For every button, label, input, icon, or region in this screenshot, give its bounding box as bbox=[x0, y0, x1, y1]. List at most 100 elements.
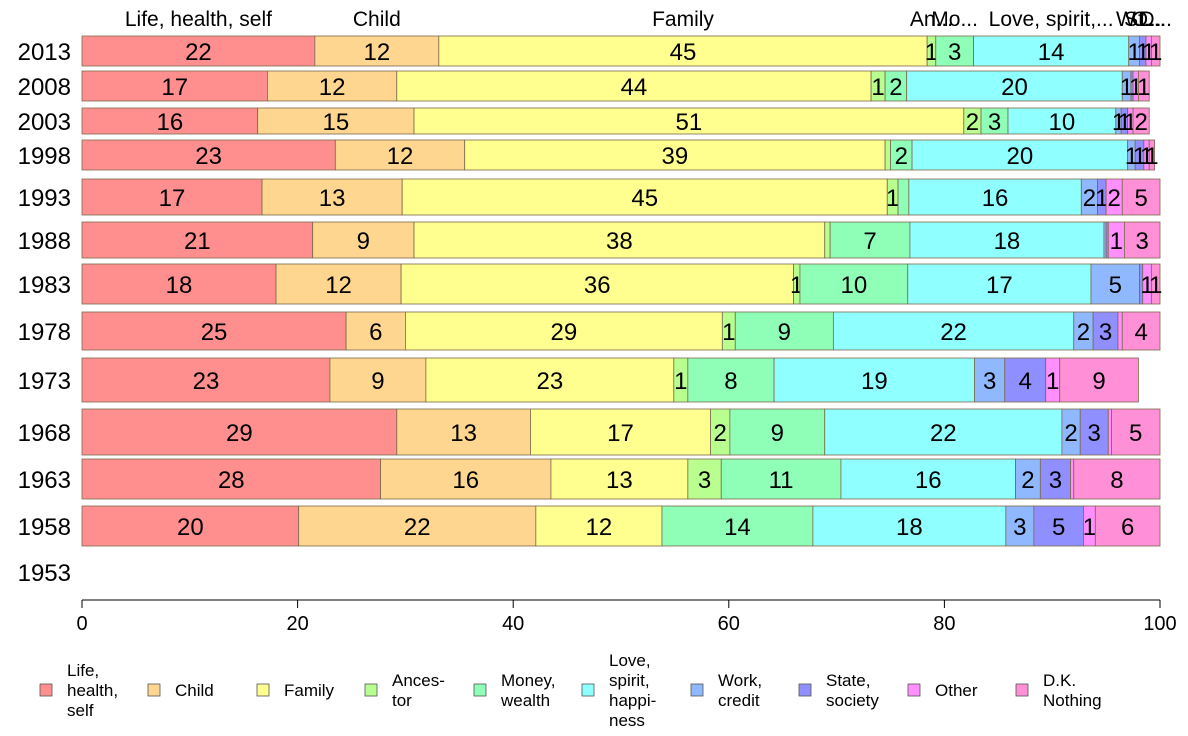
data-label-1968-6: 2 bbox=[1064, 420, 1077, 447]
data-label-1963-4: 11 bbox=[769, 467, 794, 494]
bar-segment-1983-6 bbox=[1090, 263, 1140, 305]
data-label-2013-3: 1 bbox=[925, 39, 938, 66]
data-label-1973-1: 9 bbox=[371, 368, 384, 395]
bar-segment-2003-1 bbox=[257, 107, 415, 135]
legend: Life, health, self Child Family Ances-tor Mone… bbox=[39, 651, 1102, 730]
data-label-1963-3: 3 bbox=[698, 467, 711, 494]
data-label-1963-0: 28 bbox=[218, 467, 245, 494]
data-label-1983-8: 1 bbox=[1140, 272, 1153, 299]
bar-segment-1978-7 bbox=[1092, 311, 1119, 351]
bar-segment-1978-1 bbox=[345, 311, 406, 351]
year-label-1983: 1983 bbox=[18, 272, 71, 299]
data-label-1998-1: 12 bbox=[387, 143, 414, 170]
bar-segment-1958-0 bbox=[81, 505, 300, 547]
bar-segment-1963-3 bbox=[687, 458, 722, 500]
bar-segment-1993-4 bbox=[897, 178, 910, 216]
year-labels: 2013 2008 2003 1998 1993 1988 1983 1978 1973 1968… bbox=[18, 39, 71, 587]
bar-segment-1973-2 bbox=[425, 357, 675, 403]
year-label-1993: 1993 bbox=[18, 185, 71, 212]
data-label-1998-6: 1 bbox=[1125, 143, 1138, 170]
legend-swatch-3 bbox=[364, 683, 378, 697]
legend-swatch-2 bbox=[256, 683, 270, 697]
data-label-1973-6: 3 bbox=[983, 368, 996, 395]
legend-label-9: D.K. Nothing bbox=[1043, 671, 1102, 710]
data-label-2003-2: 51 bbox=[676, 109, 703, 136]
legend-label-1: Child bbox=[175, 681, 214, 700]
legend-label-5: Love, spirit, happi-ness bbox=[609, 651, 656, 730]
x-tick-label-80: 80 bbox=[933, 613, 955, 635]
data-label-1968-1: 13 bbox=[450, 420, 477, 447]
bar-segment-1963-9 bbox=[1073, 458, 1161, 500]
legend-swatch-7 bbox=[798, 683, 812, 697]
data-label-1973-9: 9 bbox=[1092, 368, 1105, 395]
bar-segment-2013-9 bbox=[1150, 35, 1161, 67]
year-label-1973: 1973 bbox=[18, 368, 71, 395]
data-label-1963-9: 8 bbox=[1110, 467, 1123, 494]
top-category-labels: Life, health, self Child Family An...Mo... L… bbox=[125, 8, 1172, 31]
bar-segment-1988-5 bbox=[909, 221, 1105, 259]
data-label-2013-0: 22 bbox=[185, 39, 212, 66]
top-label-1: Child bbox=[353, 8, 401, 31]
data-label-1983-9: 1 bbox=[1149, 272, 1162, 299]
data-label-1963-5: 16 bbox=[915, 467, 942, 494]
top-label-0: Life, health, self bbox=[125, 8, 272, 31]
data-label-1988-1: 9 bbox=[357, 228, 370, 255]
data-label-1998-5: 20 bbox=[1007, 143, 1034, 170]
bar-segment-1968-9 bbox=[1111, 408, 1161, 456]
bar-segment-1963-0 bbox=[81, 458, 382, 500]
data-label-1998-4: 2 bbox=[895, 143, 908, 170]
bar-segment-1988-4 bbox=[829, 221, 911, 259]
data-label-1958-8: 1 bbox=[1083, 514, 1096, 541]
bar-segment-1958-1 bbox=[298, 505, 537, 547]
bar-segment-2003-0 bbox=[81, 107, 259, 135]
data-label-2008-1: 12 bbox=[319, 74, 346, 101]
bar-segment-1973-1 bbox=[329, 357, 427, 403]
legend-label-7: State, society bbox=[826, 671, 879, 710]
legend-swatch-1 bbox=[147, 683, 161, 697]
bar-segment-2008-5 bbox=[906, 70, 1123, 102]
bar-segment-1983-9 bbox=[1150, 263, 1161, 305]
data-label-2003-3: 2 bbox=[966, 109, 979, 136]
bar-segment-1988-3 bbox=[824, 221, 831, 259]
bar-segment-2003-9 bbox=[1132, 107, 1150, 135]
legend-label-4: Money, wealth bbox=[500, 671, 556, 710]
bar-segment-1968-8 bbox=[1107, 408, 1112, 456]
legend-swatch-0 bbox=[39, 683, 53, 697]
bar-segment-1963-5 bbox=[840, 458, 1016, 500]
bar-segment-1968-0 bbox=[81, 408, 398, 456]
data-label-1973-5: 19 bbox=[861, 368, 888, 395]
data-label-2013-6: 1 bbox=[1127, 39, 1140, 66]
data-label-2008-6: 1 bbox=[1120, 74, 1133, 101]
bar-segment-1998-9 bbox=[1148, 139, 1156, 171]
top-label-8: O... bbox=[1132, 8, 1166, 31]
data-label-2008-2: 44 bbox=[621, 74, 648, 101]
year-label-1998: 1998 bbox=[18, 143, 71, 170]
bar-segment-1978-8 bbox=[1117, 311, 1123, 351]
data-label-2008-0: 17 bbox=[161, 74, 188, 101]
bar-segment-2008-9 bbox=[1138, 70, 1150, 102]
legend-label-6: Work, credit bbox=[718, 671, 762, 710]
year-label-1988: 1988 bbox=[18, 228, 71, 255]
bar-segment-1958-9 bbox=[1094, 505, 1161, 547]
bar-segment-1998-3 bbox=[884, 139, 891, 171]
year-label-2013: 2013 bbox=[18, 39, 71, 66]
data-label-1973-0: 23 bbox=[193, 368, 220, 395]
data-label-1968-5: 22 bbox=[930, 420, 957, 447]
data-label-1998-9: 1 bbox=[1145, 143, 1158, 170]
bar-segment-1988-2 bbox=[413, 221, 826, 259]
data-label-1958-1: 22 bbox=[404, 514, 431, 541]
data-label-2003-1: 15 bbox=[323, 109, 350, 136]
year-label-1963: 1963 bbox=[18, 467, 71, 494]
data-label-1968-0: 29 bbox=[226, 420, 253, 447]
data-label-1968-2: 17 bbox=[607, 420, 634, 447]
bar-segment-1993-1 bbox=[261, 178, 403, 216]
bar-segment-2013-2 bbox=[438, 35, 928, 67]
bar-segment-2003-2 bbox=[413, 107, 965, 135]
data-label-1958-7: 5 bbox=[1052, 514, 1065, 541]
data-label-2013-2: 45 bbox=[670, 39, 697, 66]
x-tick-label-0: 0 bbox=[76, 613, 87, 635]
bar-segment-1968-5 bbox=[824, 408, 1063, 456]
data-label-1973-7: 4 bbox=[1019, 368, 1032, 395]
bar-segment-1998-0 bbox=[81, 139, 336, 171]
